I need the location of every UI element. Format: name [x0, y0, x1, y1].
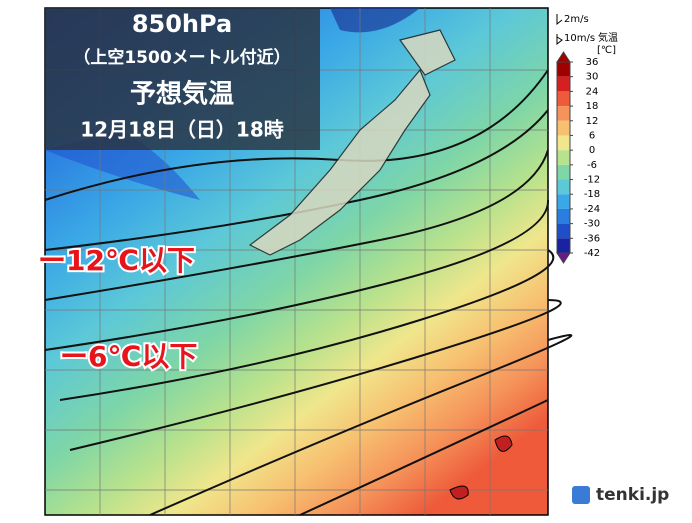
colorbar-band: [557, 76, 570, 92]
unit: [℃]: [597, 45, 616, 56]
title-box: 850hPa （上空1500メートル付近） 予想気温 12月18日（日）18時: [45, 8, 320, 150]
colorbar-band: [557, 194, 570, 209]
colorbar-tick-label: -12: [584, 175, 600, 186]
colorbar-tick-label: -36: [584, 233, 600, 244]
colorbar-tick-label: 12: [586, 116, 599, 127]
colorbar-tick-label: 6: [589, 130, 595, 141]
colorbar-band: [557, 150, 570, 165]
colorbar-tick-label: -24: [584, 204, 600, 215]
colorbar-tick-label: -30: [584, 219, 600, 230]
colorbar-band: [557, 179, 570, 195]
valid-time: 12月18日（日）18時: [80, 118, 284, 142]
wind-short: 2m/s: [564, 14, 589, 25]
quantity: 気温: [598, 31, 618, 44]
annotation: ー6℃以下: [60, 340, 197, 373]
wind-long: 10m/s: [564, 33, 595, 44]
colorbar-tick-label: 0: [589, 145, 595, 156]
colorbar-tick-label: 18: [586, 101, 599, 112]
colorbar-tick-label: 24: [586, 86, 599, 97]
colorbar-bottom-arrow: [556, 252, 571, 264]
brand: tenki.jp: [572, 485, 669, 505]
colorbar-tick-label: -6: [587, 160, 597, 171]
colorbar-band: [557, 223, 570, 239]
colorbar-tick-label: 36: [586, 57, 599, 68]
colorbar-band: [557, 208, 570, 224]
colorbar-top-arrow: [556, 51, 571, 63]
colorbar-band: [557, 164, 570, 180]
level: 850hPa: [132, 10, 232, 38]
colorbar-band: [557, 135, 570, 151]
colorbar-frame: [556, 61, 571, 254]
colorbar-tick-label: -18: [584, 189, 600, 200]
title: 予想気温: [130, 79, 234, 110]
colorbar-band: [557, 238, 570, 253]
colorbar-band: [557, 120, 570, 136]
colorbar-band: [557, 106, 570, 121]
colorbar-band: [557, 62, 570, 77]
colorbar-tick-label: 30: [586, 72, 599, 83]
height-note: （上空1500メートル付近）: [73, 47, 290, 68]
legend: 2m/s 10m/s 気温 [℃] 36 30 24 18 12 6 0 -6 -12 -18 -2…: [556, 14, 618, 264]
brand-name: tenki.jp: [596, 485, 669, 505]
colorbar-band: [557, 91, 570, 107]
colorbar-tick-label: -42: [584, 248, 600, 259]
annotation: ー12℃以下: [38, 244, 195, 277]
